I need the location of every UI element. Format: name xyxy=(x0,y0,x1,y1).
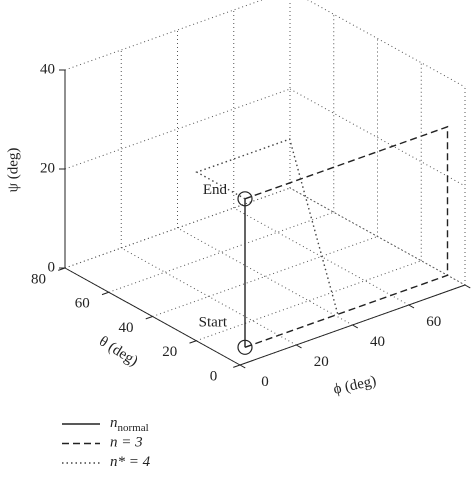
annotation-label: End xyxy=(203,182,228,198)
grid-line xyxy=(108,211,334,293)
tick-mark xyxy=(101,291,109,296)
x-tick-label: 20 xyxy=(162,344,177,360)
tick-mark xyxy=(464,284,471,289)
legend-name: n xyxy=(110,415,118,431)
x-tick-label: 0 xyxy=(210,368,218,384)
tick-mark xyxy=(189,340,197,344)
annotation-label: Start xyxy=(199,315,228,331)
grid-line xyxy=(64,88,291,170)
y-tick-label: 0 xyxy=(261,374,269,390)
legend-name: n* = 4 xyxy=(110,454,151,470)
z-tick-label: 0 xyxy=(48,259,56,275)
tick-mark xyxy=(145,316,153,320)
grid-line xyxy=(289,187,466,286)
series-line xyxy=(195,138,339,315)
tick-mark xyxy=(296,344,302,349)
z-tick-label: 20 xyxy=(40,160,55,176)
grid-line xyxy=(196,260,422,342)
tick-mark xyxy=(239,364,246,369)
y-tick-label: 60 xyxy=(426,314,441,330)
axis-line xyxy=(239,284,466,366)
tick-mark xyxy=(233,364,241,368)
x-tick-label: 80 xyxy=(31,271,46,287)
tick-mark xyxy=(408,304,415,309)
y-axis-label: ϕ (deg) xyxy=(332,373,378,398)
x-tick-label: 40 xyxy=(119,320,134,336)
legend-name: n = 3 xyxy=(110,435,143,451)
y-tick-label: 20 xyxy=(314,354,329,370)
y-tick-label: 40 xyxy=(370,334,385,350)
grid-line xyxy=(121,247,297,346)
z-axis-label: ψ (deg) xyxy=(5,148,21,193)
grid-line xyxy=(307,0,466,88)
x-axis-label: θ (deg) xyxy=(96,333,141,369)
axis-line xyxy=(64,267,241,366)
annotation-marker xyxy=(237,339,253,355)
x-tick-label: 60 xyxy=(75,296,90,312)
legend-subscript: normal xyxy=(118,422,149,434)
z-tick-label: 40 xyxy=(40,61,55,77)
grid-line xyxy=(177,227,353,326)
annotation-marker xyxy=(237,191,253,207)
tick-mark xyxy=(352,324,358,329)
legend-label: n* = 4 xyxy=(110,454,151,470)
grid-line xyxy=(289,88,466,187)
series-line xyxy=(244,125,449,348)
legend-label: nnormal xyxy=(110,415,149,433)
legend-label: n = 3 xyxy=(110,435,143,451)
